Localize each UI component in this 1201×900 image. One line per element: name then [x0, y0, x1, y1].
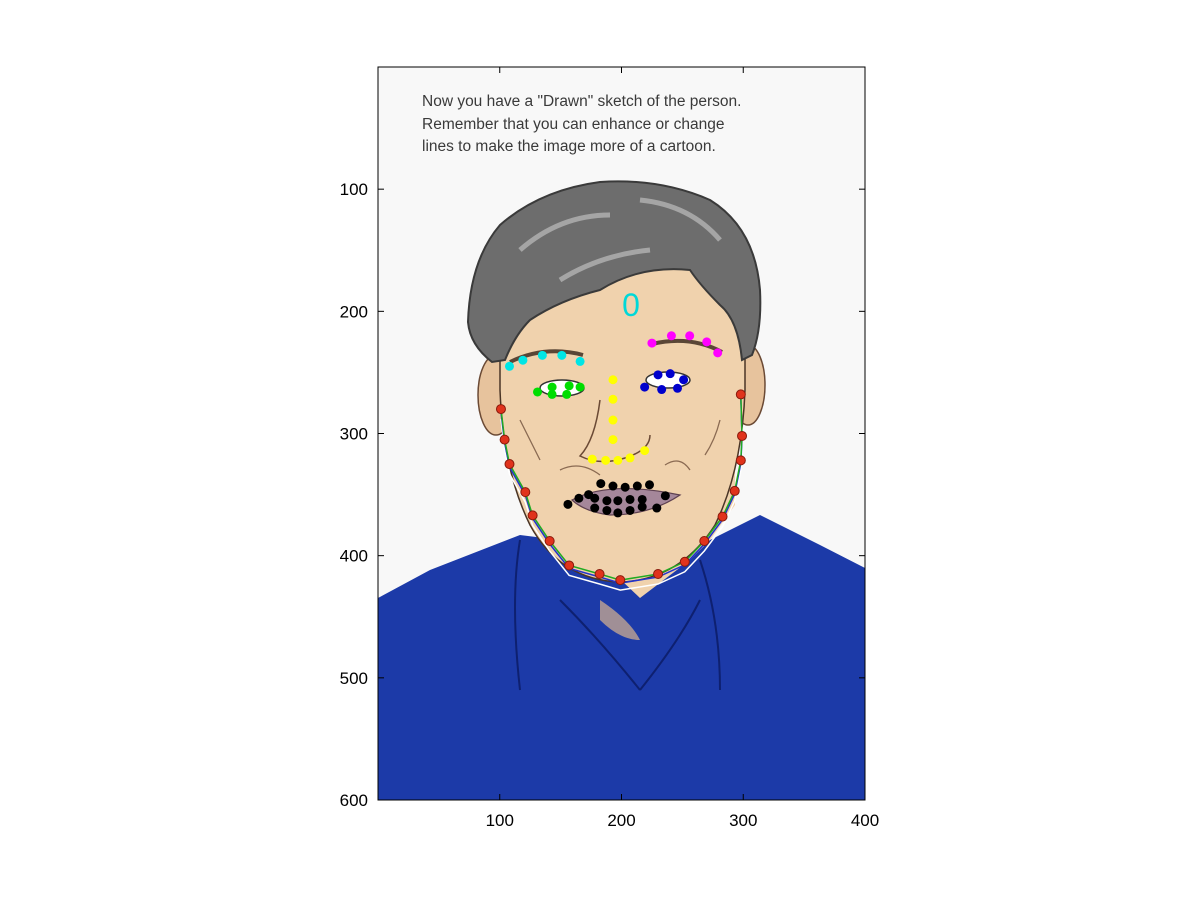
left-brow-landmark	[575, 356, 585, 366]
image-caption: Now you have a "Drawn" sketch of the per…	[422, 93, 741, 155]
mouth-landmark	[645, 480, 655, 490]
jaw-landmark	[495, 404, 506, 415]
y-tick-label: 600	[340, 791, 368, 810]
left-brow-landmark	[557, 350, 567, 360]
x-tick-label: 200	[607, 811, 635, 830]
right-brow-landmark	[647, 338, 657, 348]
left-eye-landmark	[547, 382, 557, 392]
jaw-landmark	[729, 485, 740, 496]
right-brow-landmark	[685, 331, 695, 341]
jaw-landmark	[615, 575, 626, 586]
left-eye-landmark	[532, 387, 542, 397]
caption-line-1: Now you have a "Drawn" sketch of the per…	[422, 93, 741, 110]
jaw-landmark	[699, 536, 710, 547]
y-tick-label: 400	[340, 547, 368, 566]
mouth-landmark	[602, 496, 612, 506]
jaw-landmark	[737, 430, 748, 441]
mouth-landmark	[652, 503, 662, 513]
nose-landmark	[608, 435, 618, 445]
mouth-landmark	[613, 508, 623, 518]
nose-landmark	[587, 454, 597, 464]
chin-shadow	[600, 600, 640, 640]
nose-landmark	[625, 453, 635, 463]
mouth-landmark	[637, 494, 647, 504]
mouth-landmark	[590, 503, 600, 513]
right-eye-landmark	[679, 375, 689, 385]
x-tick-label: 100	[486, 811, 514, 830]
portrait-image	[378, 67, 865, 800]
nose-landmark	[640, 446, 650, 456]
hair	[466, 180, 762, 364]
y-tick-label: 500	[340, 669, 368, 688]
nose-landmark	[608, 394, 618, 404]
left-eyebrow-sketch	[509, 349, 584, 364]
cheek-lines	[519, 419, 721, 476]
right-brow-landmark	[666, 331, 676, 341]
shirt-collar	[514, 539, 721, 691]
left-eye-landmark	[562, 389, 572, 399]
caption-line-2: Remember that you can enhance or change	[422, 116, 724, 133]
y-tick-label: 200	[340, 302, 368, 321]
left-eye-landmark	[564, 381, 574, 391]
caption-line-3: lines to make the image more of a cartoo…	[422, 138, 716, 155]
axis-ticks: 100 200 300 400 100 200 300 400 500 600	[340, 67, 879, 830]
blue-shirt	[378, 515, 865, 800]
face-index-label: 0	[622, 287, 640, 323]
jaw-landmark	[499, 434, 510, 445]
right-eye-landmark	[640, 382, 650, 392]
nose-landmark	[601, 455, 611, 465]
jaw-landmark	[504, 459, 515, 470]
left-eye-landmark	[575, 382, 585, 392]
mouth-landmark	[608, 481, 618, 491]
jaw-landmark	[544, 536, 555, 547]
mouth-landmark	[590, 493, 600, 503]
mouth-landmark	[563, 499, 573, 509]
right-eye-landmark	[665, 369, 675, 379]
mouth-landmark	[596, 479, 606, 489]
left-brow-landmark	[504, 361, 514, 371]
jaw-landmark	[679, 556, 690, 567]
x-tick-label: 300	[729, 811, 757, 830]
nose-landmark	[613, 455, 623, 465]
mouth-landmark	[602, 505, 612, 515]
jaw-landmark	[717, 511, 728, 522]
jaw-landmark	[520, 487, 531, 498]
jaw-landmark	[735, 389, 746, 400]
mouth-landmark	[620, 482, 630, 492]
right-eye-landmark	[653, 370, 663, 380]
nose-landmark	[608, 415, 618, 425]
mouth-landmark	[625, 505, 635, 515]
right-eye-landmark	[657, 385, 667, 395]
x-tick-label: 400	[851, 811, 879, 830]
jaw-landmark	[735, 455, 746, 466]
left-eye-landmark	[547, 389, 557, 399]
landmark-overlay	[495, 331, 748, 591]
left-brow-landmark	[537, 350, 547, 360]
y-tick-label: 300	[340, 425, 368, 444]
nose-landmark	[608, 375, 618, 385]
hair-shade	[518, 197, 722, 283]
jaw-landmark	[653, 568, 664, 579]
jaw-landmark	[564, 560, 575, 571]
mouth-landmark	[660, 491, 670, 501]
mouth-landmark	[625, 494, 635, 504]
right-brow-landmark	[702, 337, 712, 347]
jaw-landmark	[527, 510, 538, 521]
y-tick-label: 100	[340, 180, 368, 199]
jaw-landmark	[594, 568, 605, 579]
right-brow-landmark	[713, 348, 723, 358]
mouth-landmark	[574, 493, 584, 503]
mouth-landmark	[613, 496, 623, 506]
right-eye-landmark	[673, 383, 683, 393]
left-brow-landmark	[518, 355, 528, 365]
mouth-landmark	[632, 481, 642, 491]
mouth-landmark	[637, 502, 647, 512]
